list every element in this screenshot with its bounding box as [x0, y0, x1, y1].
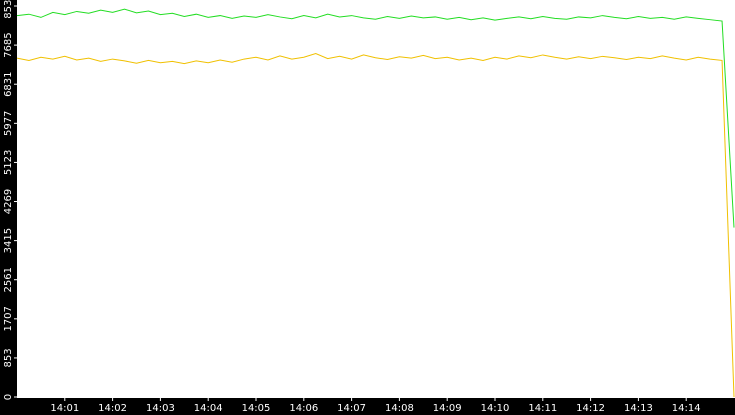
x-tick-label: 14:01 — [50, 403, 79, 414]
x-tick-label: 14:09 — [433, 403, 462, 414]
y-tick-label: 6831 — [3, 71, 14, 96]
x-tick-label: 14:04 — [194, 403, 223, 414]
y-tick-label: 8539 — [3, 0, 14, 19]
y-tick-label: 0 — [3, 394, 14, 400]
x-tick-label: 14:06 — [289, 403, 318, 414]
series-line — [16, 53, 735, 398]
y-tick-label: 3415 — [3, 228, 14, 253]
y-tick-label: 1707 — [3, 306, 14, 331]
series-line — [16, 8, 735, 228]
x-axis-strip — [0, 398, 735, 415]
y-tick-label: 853 — [3, 348, 14, 367]
x-tick-label: 14:08 — [385, 403, 414, 414]
x-tick-label: 14:03 — [146, 403, 175, 414]
y-tick-label: 7685 — [3, 32, 14, 57]
x-tick-label: 14:11 — [528, 403, 557, 414]
x-tick-label: 14:13 — [624, 403, 653, 414]
x-tick-label: 14:12 — [576, 403, 605, 414]
y-axis-strip — [0, 0, 17, 415]
y-tick-label: 5123 — [3, 150, 14, 175]
y-tick-label: 4269 — [3, 189, 14, 214]
x-tick-label: 14:14 — [672, 403, 701, 414]
x-tick-label: 14:05 — [242, 403, 271, 414]
x-tick-label: 14:02 — [98, 403, 127, 414]
y-tick-label: 5977 — [3, 111, 14, 136]
x-tick-label: 14:10 — [481, 403, 510, 414]
y-tick-label: 2561 — [3, 267, 14, 292]
x-tick-label: 14:07 — [337, 403, 366, 414]
